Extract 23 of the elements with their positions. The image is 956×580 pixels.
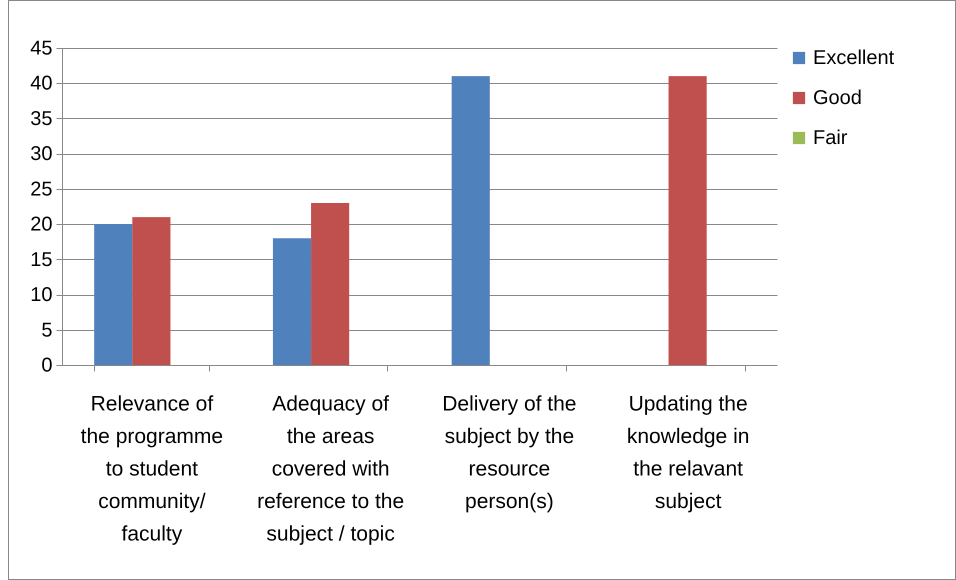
- bar: [311, 202, 350, 365]
- y-tick-label: 5: [41, 319, 52, 342]
- y-tick-label: 35: [30, 108, 52, 130]
- legend-label: Good: [813, 87, 862, 109]
- y-tick-label: 25: [30, 178, 52, 200]
- y-tick-label: 0: [41, 354, 52, 376]
- y-tick-label: 15: [30, 248, 52, 271]
- bar: [94, 224, 132, 365]
- x-tick-label: Updating the knowledge in the relavant subject: [626, 392, 750, 513]
- x-tick-label: Relevance of the programme to student community/ faculty: [80, 392, 224, 546]
- y-tick-label: 10: [30, 284, 52, 306]
- y-tick-label: 40: [30, 72, 52, 95]
- x-tick-label: Delivery of the subject by the resource person(s): [442, 392, 576, 513]
- y-tick-label: 20: [30, 214, 52, 236]
- bar: [132, 217, 170, 365]
- legend-label: Fair: [813, 127, 848, 149]
- bar: [668, 76, 707, 365]
- y-tick-label: 30: [30, 143, 52, 166]
- x-tick-label: Adequacy of the areas covered with reference to the subject / topic: [257, 392, 404, 546]
- bar: [452, 76, 490, 365]
- legend-label: Excellent: [813, 47, 895, 69]
- y-tick-label: 45: [30, 38, 52, 60]
- bar: [272, 238, 312, 365]
